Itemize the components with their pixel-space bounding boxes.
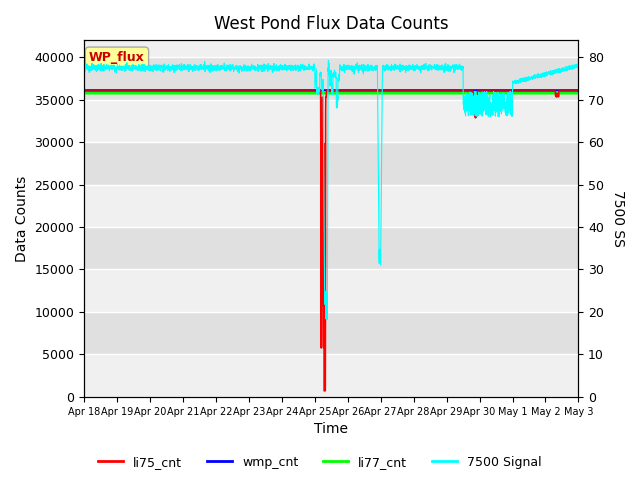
li77_cnt (137, 90, 145, 96)
Line: 7500 Signal: 7500 Signal (84, 60, 579, 320)
wmp_cnt (291, 87, 299, 93)
7500 Signal (291, 66, 299, 72)
wmp_cnt (565, 87, 573, 93)
wmp_cnt (137, 87, 145, 93)
Bar (84, 312, 579, 354)
7500 Signal (270, 62, 278, 68)
li75_cnt (320, 388, 328, 394)
Title: West Pond Flux Data Counts: West Pond Flux Data Counts (214, 15, 449, 33)
Bar (84, 142, 579, 184)
li75_cnt (575, 88, 582, 94)
li75_cnt (565, 88, 573, 94)
li75_cnt (166, 88, 173, 94)
Y-axis label: Data Counts: Data Counts (15, 175, 29, 262)
li77_cnt (565, 90, 573, 96)
Text: WP_flux: WP_flux (89, 51, 145, 64)
X-axis label: Time: Time (314, 422, 348, 436)
li77_cnt (575, 90, 582, 96)
wmp_cnt (270, 87, 278, 93)
li77_cnt (511, 90, 519, 96)
wmp_cnt (511, 87, 519, 93)
li77_cnt (166, 90, 173, 96)
7500 Signal (323, 317, 330, 323)
li77_cnt (270, 90, 278, 96)
li75_cnt (137, 88, 145, 94)
Bar (84, 227, 579, 269)
7500 Signal (324, 58, 332, 63)
Legend: li75_cnt, wmp_cnt, li77_cnt, 7500 Signal: li75_cnt, wmp_cnt, li77_cnt, 7500 Signal (93, 451, 547, 474)
li75_cnt (512, 88, 520, 94)
Bar (84, 57, 579, 99)
7500 Signal (80, 67, 88, 72)
7500 Signal (512, 81, 520, 86)
Y-axis label: 7500 SS: 7500 SS (611, 190, 625, 247)
li75_cnt (80, 88, 88, 94)
7500 Signal (575, 68, 582, 73)
li77_cnt (291, 90, 299, 96)
7500 Signal (565, 66, 573, 72)
li75_cnt (270, 88, 278, 94)
wmp_cnt (166, 87, 173, 93)
7500 Signal (137, 63, 145, 69)
wmp_cnt (575, 87, 582, 93)
li77_cnt (80, 90, 88, 96)
wmp_cnt (80, 87, 88, 93)
Line: li75_cnt: li75_cnt (84, 91, 579, 391)
li75_cnt (291, 88, 299, 94)
7500 Signal (166, 69, 173, 74)
